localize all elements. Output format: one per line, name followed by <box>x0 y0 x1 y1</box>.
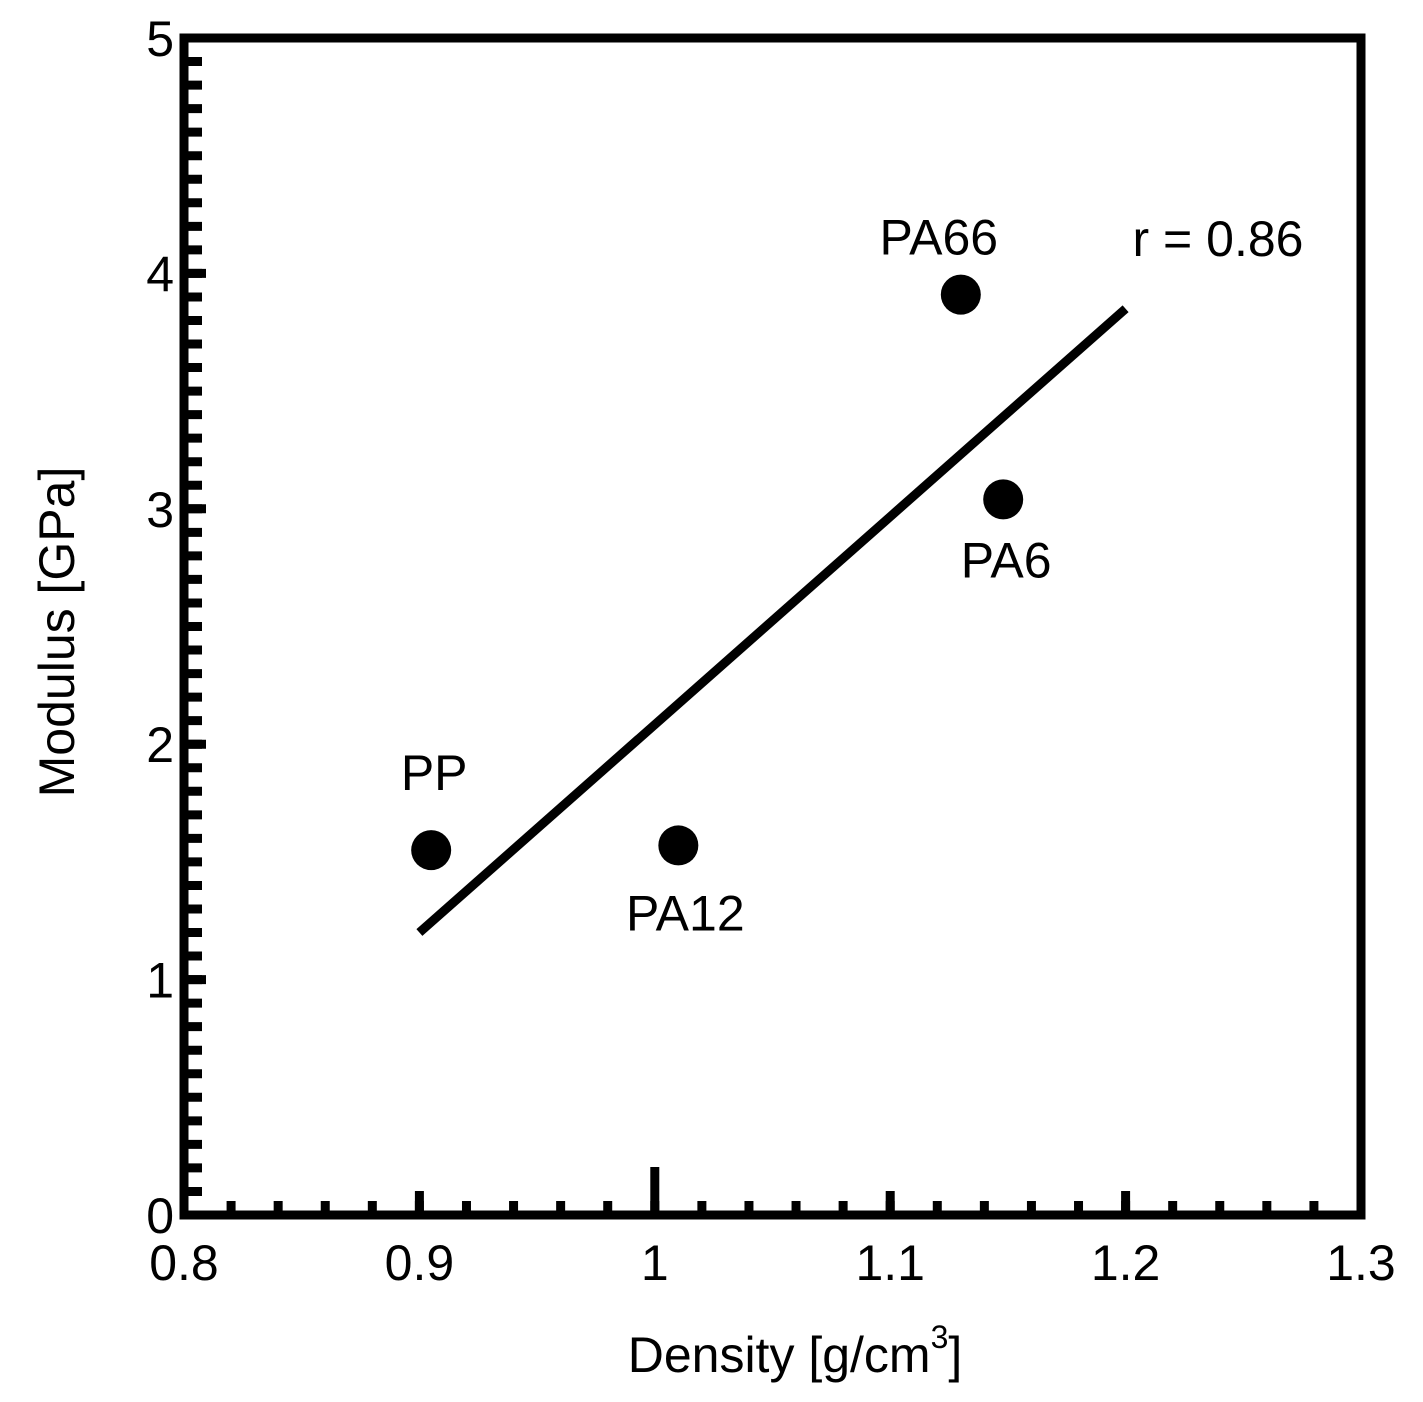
y-tick-label: 1 <box>146 953 174 1009</box>
data-point <box>983 479 1024 520</box>
x-tick-label: 1 <box>641 1235 669 1291</box>
x-axis-title-suffix: ] <box>948 1327 962 1383</box>
y-tick-label: 5 <box>146 11 174 67</box>
major-ticks <box>184 268 1131 1215</box>
point-label: PA66 <box>880 210 999 266</box>
fit-line <box>416 305 1129 936</box>
correlation-annotation: r = 0.86 <box>1133 211 1304 267</box>
x-axis-title: Density [g/cm3] <box>628 1319 963 1383</box>
plot-frame <box>179 33 1366 1220</box>
point-label: PA6 <box>961 532 1052 588</box>
x-axis-title-main: Density [g/cm <box>628 1327 931 1383</box>
x-axis-title-superscript: 3 <box>931 1319 949 1355</box>
data-points <box>411 274 1024 871</box>
point-labels: PP PA12 PA66 PA6 <box>401 210 1052 942</box>
x-tick-label: 0.9 <box>385 1235 455 1291</box>
x-tick-labels: 0.8 0.9 1 1.1 1.2 1.3 <box>149 1235 1396 1291</box>
x-tick-label: 1.2 <box>1091 1235 1161 1291</box>
point-label: PP <box>401 745 468 801</box>
x-tick-label: 1.3 <box>1326 1235 1396 1291</box>
y-axis-title: Modulus [GPa] <box>29 467 85 798</box>
data-point <box>658 825 699 866</box>
x-tick-label: 0.8 <box>149 1235 219 1291</box>
y-tick-label: 0 <box>146 1188 174 1244</box>
x-tick-label: 1.1 <box>855 1235 925 1291</box>
y-tick-labels: 0 1 2 3 4 5 <box>146 11 174 1244</box>
y-tick-label: 3 <box>146 482 174 538</box>
data-point <box>411 830 452 871</box>
point-label: PA12 <box>626 885 745 941</box>
data-point <box>940 274 981 315</box>
y-tick-label: 2 <box>146 717 174 773</box>
y-tick-label: 4 <box>146 246 174 302</box>
